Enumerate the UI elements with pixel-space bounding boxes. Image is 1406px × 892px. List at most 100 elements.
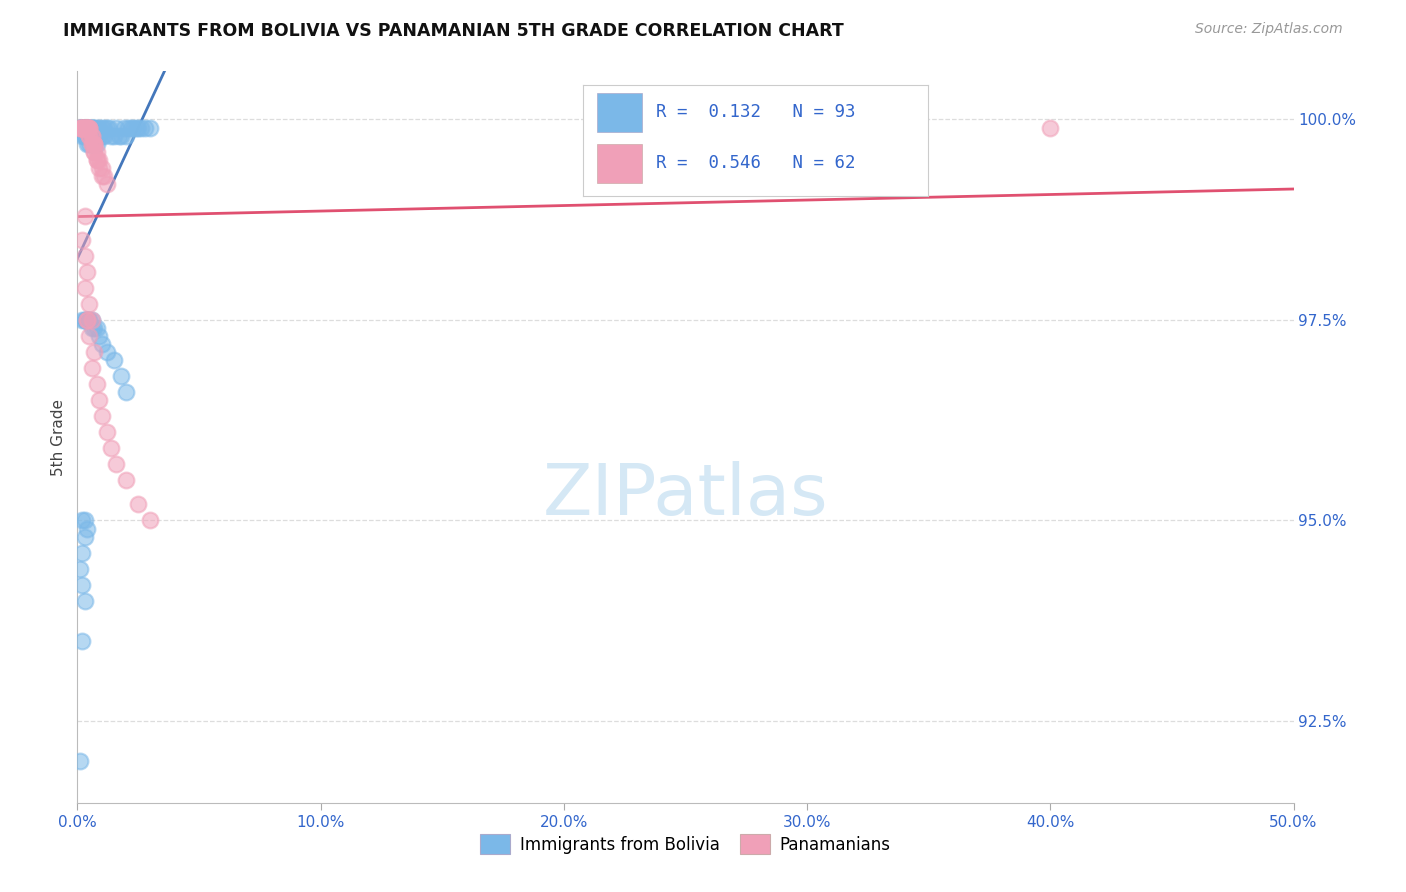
Point <box>86 128 108 143</box>
Point <box>73 120 96 135</box>
Point <box>86 321 108 335</box>
Point <box>73 120 96 135</box>
Point <box>86 377 108 392</box>
Point <box>70 577 93 591</box>
Point <box>80 313 103 327</box>
Point <box>79 128 101 143</box>
Y-axis label: 5th Grade: 5th Grade <box>51 399 66 475</box>
Point <box>76 120 98 135</box>
Point <box>80 136 103 151</box>
Point <box>73 120 96 135</box>
Point <box>1039 120 1062 135</box>
Point <box>89 329 111 343</box>
Point <box>79 120 101 135</box>
Point <box>83 120 105 135</box>
Point <box>80 128 103 143</box>
Point <box>73 120 96 135</box>
Point <box>86 153 108 167</box>
Point <box>103 353 125 368</box>
Point <box>139 514 162 528</box>
Point <box>76 136 98 151</box>
Point <box>103 128 125 143</box>
Point <box>90 337 112 351</box>
Point <box>76 313 98 327</box>
Point <box>89 120 111 135</box>
Point <box>110 128 132 143</box>
Point <box>70 120 93 135</box>
Point <box>83 321 105 335</box>
Point <box>79 313 101 327</box>
Point <box>80 136 103 151</box>
Point <box>80 128 103 143</box>
Point <box>86 153 108 167</box>
Point <box>83 136 105 151</box>
Point <box>79 128 101 143</box>
Point <box>129 120 152 135</box>
Point <box>73 249 96 263</box>
Point <box>83 136 105 151</box>
Bar <box>598 93 643 132</box>
Point <box>90 409 112 424</box>
Point <box>127 120 149 135</box>
Point <box>112 120 135 135</box>
Point <box>96 425 118 440</box>
Point <box>79 128 101 143</box>
Point <box>83 145 105 159</box>
Point <box>70 120 93 135</box>
Point <box>73 120 96 135</box>
Text: ZIPatlas: ZIPatlas <box>543 461 828 530</box>
Point <box>80 313 103 327</box>
Point <box>127 498 149 512</box>
Point <box>73 281 96 295</box>
Point <box>76 313 98 327</box>
Point <box>90 169 112 183</box>
Point <box>76 265 98 279</box>
Point <box>89 153 111 167</box>
Point <box>76 120 98 135</box>
Point <box>73 529 96 543</box>
Point <box>80 321 103 335</box>
Point <box>73 514 96 528</box>
Point <box>73 128 96 143</box>
Point <box>70 128 93 143</box>
Point <box>76 120 98 135</box>
Point <box>76 120 98 135</box>
Point <box>73 593 96 607</box>
Point <box>115 474 138 488</box>
Point <box>76 522 98 536</box>
Point <box>83 136 105 151</box>
Point <box>70 120 93 135</box>
Point <box>76 120 98 135</box>
Point <box>69 120 91 135</box>
Point <box>115 385 138 400</box>
Point <box>73 313 96 327</box>
Point <box>96 120 118 135</box>
Point <box>70 514 93 528</box>
Point <box>80 120 103 135</box>
Point <box>79 329 101 343</box>
Point <box>86 145 108 159</box>
Point <box>76 120 98 135</box>
Point <box>93 120 115 135</box>
Point <box>125 120 148 135</box>
Point <box>89 128 111 143</box>
Point <box>76 128 98 143</box>
Point <box>97 120 120 135</box>
Point <box>90 128 112 143</box>
Point <box>70 120 93 135</box>
Text: R =  0.132   N = 93: R = 0.132 N = 93 <box>655 103 855 121</box>
Text: R =  0.546   N = 62: R = 0.546 N = 62 <box>655 154 855 172</box>
Point <box>73 120 96 135</box>
Point <box>93 128 115 143</box>
Point <box>83 345 105 359</box>
Point <box>73 120 96 135</box>
Point <box>79 297 101 311</box>
Point <box>80 136 103 151</box>
Point <box>115 128 138 143</box>
Point <box>90 161 112 175</box>
Point <box>107 128 129 143</box>
Point <box>70 633 93 648</box>
Point <box>100 128 122 143</box>
Point <box>79 120 101 135</box>
Point <box>73 120 96 135</box>
